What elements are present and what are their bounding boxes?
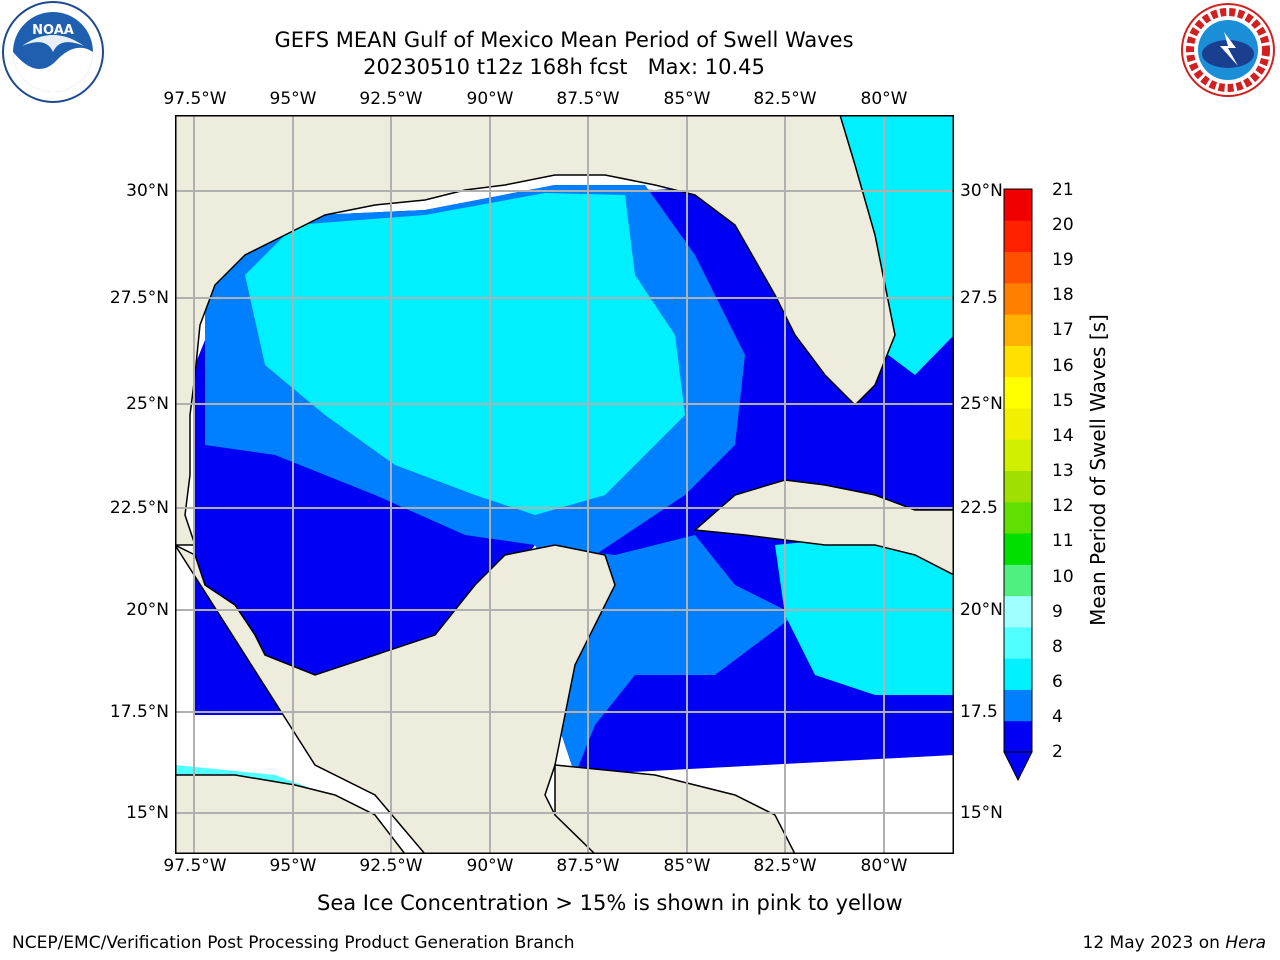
lat-label: 25°N bbox=[960, 394, 1003, 414]
footer-host: Hera bbox=[1225, 933, 1266, 953]
colorbar-tick: 17 bbox=[1052, 320, 1074, 340]
colorbar-segment bbox=[1004, 407, 1032, 440]
nws-logo bbox=[1176, 0, 1280, 108]
lat-label: 22.5 bbox=[960, 498, 998, 518]
colorbar bbox=[1003, 188, 1033, 782]
colorbar-tick: 2 bbox=[1052, 742, 1063, 762]
colorbar-label: Mean Period of Swell Waves [s] bbox=[1086, 314, 1110, 626]
lat-label: 15°N bbox=[126, 803, 169, 823]
lat-label: 15°N bbox=[960, 803, 1003, 823]
lat-label: 30°N bbox=[126, 181, 169, 201]
colorbar-segment bbox=[1004, 689, 1032, 722]
colorbar-tick: 13 bbox=[1052, 461, 1074, 481]
lon-label: 92.5°W bbox=[359, 89, 423, 109]
colorbar-tick: 18 bbox=[1052, 285, 1074, 305]
lon-label: 82.5°W bbox=[753, 856, 817, 876]
colorbar-segment bbox=[1004, 439, 1032, 471]
colorbar-segment bbox=[1004, 376, 1032, 409]
colorbar-segment bbox=[1004, 501, 1032, 534]
colorbar-tick: 11 bbox=[1052, 531, 1074, 551]
lon-label: 95°W bbox=[269, 856, 317, 876]
sea-ice-note: Sea Ice Concentration > 15% is shown in … bbox=[317, 891, 903, 915]
colorbar-segment bbox=[1004, 251, 1032, 284]
colorbar-segment bbox=[1004, 720, 1032, 753]
lon-label: 87.5°W bbox=[556, 89, 620, 109]
graticule bbox=[175, 115, 954, 854]
colorbar-tick: 10 bbox=[1052, 567, 1074, 587]
lat-label: 27.5 bbox=[960, 288, 998, 308]
noaa-logo-text: NOAA bbox=[32, 23, 74, 38]
colorbar-tick: 14 bbox=[1052, 426, 1074, 446]
lon-label: 87.5°W bbox=[556, 856, 620, 876]
colorbar-segment bbox=[1004, 220, 1032, 253]
lon-label: 80°W bbox=[860, 89, 908, 109]
colorbar-segment bbox=[1004, 564, 1032, 597]
footer-date-text: 12 May 2023 on bbox=[1082, 933, 1226, 953]
lon-label: 80°W bbox=[860, 856, 908, 876]
colorbar-segment bbox=[1004, 470, 1032, 503]
lat-label: 17.5°N bbox=[109, 702, 169, 722]
lat-label: 17.5 bbox=[960, 702, 998, 722]
footer-date: 12 May 2023 on Hera bbox=[1083, 933, 1267, 953]
colorbar-segment bbox=[1004, 626, 1032, 659]
lat-label: 20°N bbox=[960, 600, 1003, 620]
colorbar-segments bbox=[1004, 189, 1032, 753]
colorbar-tick: 4 bbox=[1052, 707, 1063, 727]
cuba-land bbox=[693, 479, 954, 576]
colorbar-tick: 21 bbox=[1052, 180, 1074, 200]
colorbar-segment bbox=[1004, 658, 1032, 690]
colorbar-extend-arrow bbox=[1003, 751, 1033, 782]
lon-label: 90°W bbox=[466, 89, 514, 109]
noaa-logo: NOAA bbox=[0, 0, 106, 110]
map-subtitle: 20230510 t12z 168h fcst Max: 10.45 bbox=[363, 55, 765, 79]
lon-label: 85°W bbox=[663, 89, 711, 109]
lat-label: 22.5°N bbox=[109, 498, 169, 518]
lon-label: 92.5°W bbox=[359, 856, 423, 876]
lat-label: 20°N bbox=[126, 600, 169, 620]
colorbar-tick: 16 bbox=[1052, 356, 1074, 376]
colorbar-segment bbox=[1004, 595, 1032, 628]
lon-label: 97.5°W bbox=[163, 856, 227, 876]
lon-label: 82.5°W bbox=[753, 89, 817, 109]
colorbar-tick: 8 bbox=[1052, 637, 1063, 657]
map-title: GEFS MEAN Gulf of Mexico Mean Period of … bbox=[274, 28, 854, 52]
colorbar-tick: 20 bbox=[1052, 215, 1074, 235]
us-gulf-coast-land bbox=[175, 115, 896, 546]
colorbar-segment bbox=[1004, 533, 1032, 565]
colorbar-segment bbox=[1004, 314, 1032, 346]
lon-label: 90°W bbox=[466, 856, 514, 876]
lat-label: 30°N bbox=[960, 181, 1003, 201]
lon-label: 97.5°W bbox=[163, 89, 227, 109]
gulf-of-mexico-map bbox=[175, 115, 954, 854]
colorbar-tick: 15 bbox=[1052, 391, 1074, 411]
lon-label: 95°W bbox=[269, 89, 317, 109]
colorbar-tick: 12 bbox=[1052, 496, 1074, 516]
colorbar-segment bbox=[1004, 345, 1032, 378]
lat-label: 25°N bbox=[126, 394, 169, 414]
colorbar-segment bbox=[1004, 282, 1032, 315]
map-frame bbox=[175, 115, 954, 854]
colorbar-tick: 19 bbox=[1052, 250, 1074, 270]
colorbar-tick: 6 bbox=[1052, 672, 1063, 692]
colorbar-tick: 9 bbox=[1052, 602, 1063, 622]
colorbar-frame bbox=[1003, 188, 1033, 753]
footer-credit: NCEP/EMC/Verification Post Processing Pr… bbox=[12, 933, 575, 953]
lon-label: 85°W bbox=[663, 856, 711, 876]
swell-6-8s-area bbox=[245, 193, 685, 515]
colorbar-segment bbox=[1004, 189, 1032, 221]
mexico-land bbox=[175, 544, 617, 854]
lat-label: 27.5°N bbox=[109, 288, 169, 308]
